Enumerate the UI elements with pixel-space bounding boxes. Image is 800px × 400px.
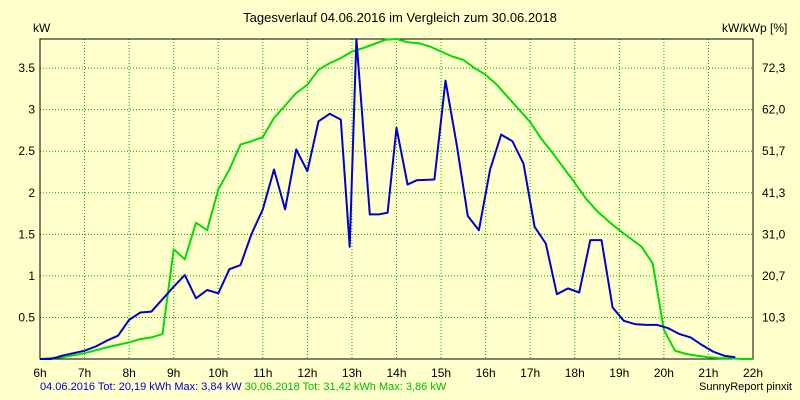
y-tick-label-left: 1 <box>28 269 35 283</box>
y-tick-label-left: 1.5 <box>18 227 35 241</box>
x-tick-label: 22h <box>743 366 763 380</box>
x-tick-label: 14h <box>386 366 406 380</box>
y-tick-label-right: 20,7 <box>762 269 786 283</box>
y-tick-label-right: 72,3 <box>762 61 786 75</box>
x-tick-label: 6h <box>33 366 46 380</box>
y-tick-label-right: 62,0 <box>762 103 786 117</box>
series-line-30.06.2018 <box>39 38 753 360</box>
y-tick-label-left: 0.5 <box>18 310 35 324</box>
x-tick-label: 10h <box>208 366 228 380</box>
y-tick-label-right: 41,3 <box>762 186 786 200</box>
x-tick-label: 8h <box>122 366 135 380</box>
chart-title: Tagesverlauf 04.06.2016 im Vergleich zum… <box>243 10 557 25</box>
series-line-04.06.2016 <box>40 38 736 360</box>
y-axis-right-label: kW/kWp [%] <box>722 21 787 35</box>
y-axis-left-label: kW <box>33 21 51 35</box>
series-lines <box>39 38 753 360</box>
footer-2018-summary: 30.06.2018 Tot: 31,42 kWh Max: 3,86 kW <box>244 381 447 393</box>
x-tick-label: 11h <box>253 366 272 380</box>
y-tick-label-left: 2.5 <box>18 144 35 158</box>
footer-credit: SunnyReport pinxit <box>699 381 792 393</box>
tick-labels: 6h 7h 8h 9h 10h 11h 12h 13h 14h 15h 16h 17h 18h 19h 20… <box>18 61 785 380</box>
x-tick-label: 7h <box>78 366 91 380</box>
y-tick-label-left: 3 <box>28 103 35 117</box>
y-tick-label-right: 51,7 <box>762 144 786 158</box>
x-tick-label: 17h <box>520 366 540 380</box>
y-tick-label-left: 3.5 <box>18 61 35 75</box>
x-tick-label: 19h <box>609 366 629 380</box>
x-tick-label: 20h <box>654 366 674 380</box>
x-tick-label: 9h <box>167 366 180 380</box>
x-tick-label: 18h <box>565 366 585 380</box>
x-tick-label: 15h <box>431 366 451 380</box>
footer-2016-summary: 04.06.2016 Tot: 20,19 kWh Max: 3,84 kW <box>40 381 242 393</box>
y-tick-label-left: 2 <box>28 186 35 200</box>
x-tick-label: 13h <box>342 366 362 380</box>
x-tick-label: 21h <box>698 366 718 380</box>
footer-summary: 04.06.2016 Tot: 20,19 kWh Max: 3,84 kW 3… <box>40 381 446 393</box>
y-tick-label-right: 31,0 <box>762 227 786 241</box>
y-tick-label-right: 10,3 <box>762 310 786 324</box>
x-tick-label: 12h <box>297 366 317 380</box>
x-tick-label: 16h <box>476 366 496 380</box>
